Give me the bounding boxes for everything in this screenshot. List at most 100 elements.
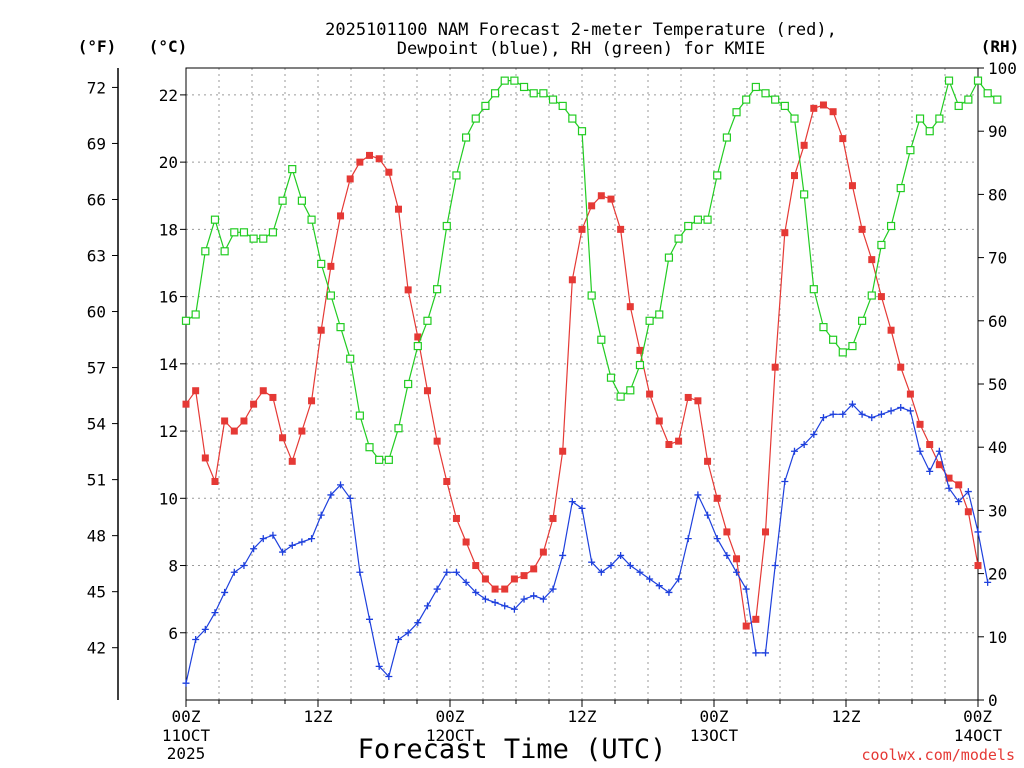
credit-watermark: coolwx.com/models (861, 746, 1015, 764)
2-meter-temperature-point (646, 390, 654, 398)
2-meter-temperature-point (337, 212, 345, 220)
2-meter-temperature-point (713, 494, 721, 502)
fahrenheit-tick-label: 48 (87, 527, 106, 546)
dewpoint-point (375, 662, 383, 670)
2-meter-temperature-point (414, 333, 422, 341)
x-tick-label-year: 2025 (167, 744, 206, 763)
dewpoint-point (298, 538, 306, 546)
2-meter-temperature-point (462, 538, 470, 546)
rh-point (558, 101, 567, 111)
fahrenheit-tick-label: 54 (87, 415, 106, 434)
dewpoint-point (288, 541, 296, 549)
2-meter-temperature-point (221, 417, 229, 425)
2-meter-temperature-point (375, 155, 383, 163)
dewpoint-point (530, 592, 538, 600)
rh-point (355, 411, 364, 420)
x-tick-label-time: 12Z (568, 707, 597, 726)
rh-point (548, 95, 558, 104)
dewpoint-point (240, 562, 248, 570)
dewpoint-point (404, 629, 412, 637)
rh-tick-label: 0 (988, 691, 998, 710)
dewpoint-point (337, 481, 345, 489)
2-meter-temperature-point (530, 565, 538, 573)
2-meter-temperature-point (269, 393, 277, 401)
2-meter-temperature-point (704, 457, 712, 465)
dewpoint-point (182, 679, 190, 687)
rh-tick-label: 40 (988, 438, 1007, 457)
dewpoint-point (221, 588, 229, 596)
dewpoint-point (810, 430, 818, 438)
rh-point (954, 101, 963, 111)
series-2-meter-temperature (182, 101, 982, 630)
2-meter-temperature-point (404, 286, 412, 294)
dewpoint-point (819, 414, 827, 422)
2-meter-temperature-point (433, 437, 441, 445)
series-dewpoint (182, 400, 992, 687)
rh-point (210, 215, 220, 224)
dewpoint-point (781, 477, 789, 485)
dewpoint-point (192, 635, 200, 643)
rh-tick-label: 70 (988, 249, 1007, 268)
x-tick-label-time: 00Z (700, 707, 729, 726)
dewpoint-point (250, 545, 258, 553)
rh-point (519, 82, 529, 92)
2-meter-temperature-point (868, 256, 876, 264)
2-meter-temperature-point (510, 575, 518, 583)
rh-point (249, 234, 258, 243)
rh-point (867, 291, 876, 300)
2-meter-temperature-point (626, 303, 634, 311)
dewpoint-point (646, 575, 654, 583)
rh-point (983, 89, 992, 98)
rh-point (684, 221, 693, 231)
rh-point (288, 165, 297, 174)
2-meter-temperature-point (945, 474, 953, 482)
x-tick-label-time: 12Z (304, 707, 333, 726)
dewpoint-point (675, 575, 683, 583)
2-meter-temperature-point (240, 417, 248, 425)
2-meter-temperature-point (298, 427, 306, 435)
2-meter-temperature-point (694, 397, 702, 405)
2-meter-temperature-point (443, 477, 451, 485)
dewpoint-point (771, 562, 779, 570)
rh-point (703, 215, 712, 224)
dewpoint-point (559, 551, 567, 559)
2-meter-temperature-point (259, 387, 267, 395)
axis-ticks-and-labels: 6 8 10 12 14 16 18 20 22 42 45 48 51 54 57 60 63 66 69 72 0 1… (87, 59, 1017, 763)
dewpoint-point (578, 504, 586, 512)
dewpoint-point (607, 562, 615, 570)
2-meter-temperature-point (733, 555, 741, 563)
rh-point (230, 228, 239, 237)
fahrenheit-tick-label: 57 (87, 359, 106, 378)
dewpoint-point (877, 410, 885, 418)
x-tick-label-time: 00Z (172, 707, 201, 726)
dewpoint-point (868, 414, 876, 422)
dewpoint-point (839, 410, 847, 418)
data-series (181, 76, 1002, 687)
rh-point (317, 259, 326, 269)
rh-point (375, 455, 384, 464)
rh-point (423, 316, 432, 325)
dewpoint-point (704, 511, 712, 519)
dewpoint-point (366, 615, 374, 623)
dewpoint-point (211, 609, 219, 617)
rh-point (713, 171, 722, 180)
rh-point (626, 386, 635, 395)
dewpoint-point (423, 602, 431, 610)
celsius-tick-label: 12 (159, 422, 178, 441)
dewpoint-point (433, 585, 441, 593)
rh-point (877, 240, 886, 250)
2-meter-temperature-point (385, 168, 393, 176)
2-meter-temperature-point (790, 172, 798, 180)
rh-point (577, 127, 587, 136)
rh-point (394, 424, 403, 433)
dewpoint-point (201, 625, 209, 633)
rh-point (780, 101, 789, 111)
dewpoint-point (955, 498, 963, 506)
2-meter-temperature-point (559, 447, 567, 455)
rh-point (433, 285, 442, 294)
fahrenheit-tick-label: 66 (87, 190, 106, 209)
rh-point (413, 341, 422, 351)
dewpoint-point (394, 635, 402, 643)
dewpoint-point (520, 595, 528, 603)
2-meter-temperature-point (327, 262, 335, 270)
